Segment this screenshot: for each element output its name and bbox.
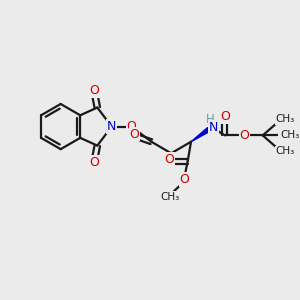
Text: CH₃: CH₃ <box>280 130 300 140</box>
Text: CH₃: CH₃ <box>276 146 295 156</box>
Text: O: O <box>179 173 189 186</box>
Polygon shape <box>191 128 210 142</box>
Text: H: H <box>206 113 214 126</box>
Text: O: O <box>127 120 136 133</box>
Text: O: O <box>164 153 174 166</box>
Text: O: O <box>129 128 139 140</box>
Text: CH₃: CH₃ <box>160 192 180 202</box>
Text: O: O <box>89 156 99 169</box>
Text: CH₃: CH₃ <box>276 114 295 124</box>
Text: N: N <box>107 120 116 133</box>
Text: O: O <box>239 129 249 142</box>
Text: N: N <box>209 121 218 134</box>
Text: O: O <box>220 110 230 123</box>
Text: O: O <box>89 84 99 97</box>
